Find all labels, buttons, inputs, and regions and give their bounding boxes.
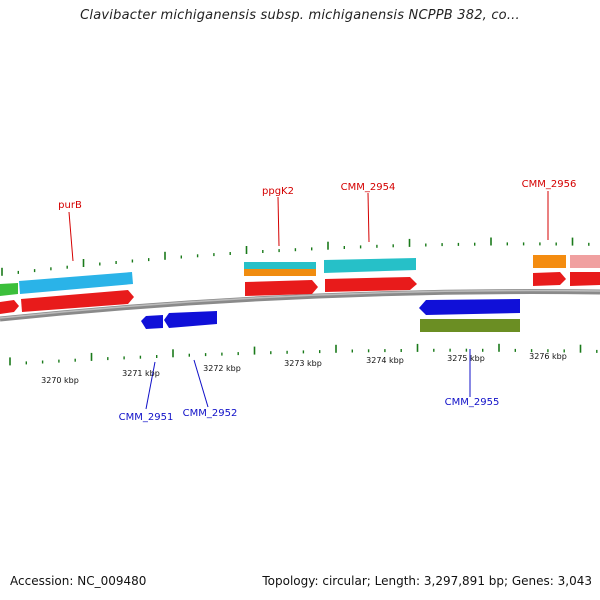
label-CMM-2955[interactable]: CMM_2955 — [445, 397, 500, 408]
ppgK2-connector — [277, 196, 280, 247]
gene-ppgK2-orange[interactable] — [244, 269, 316, 276]
gene-ppgK2-cyan[interactable] — [244, 262, 316, 269]
gene-CMM-2954-red[interactable] — [325, 277, 417, 292]
topology-summary: Topology: circular; Length: 3,297,891 bp… — [262, 574, 592, 588]
label-CMM-2952[interactable]: CMM_2952 — [183, 408, 238, 419]
label-CMM-2951[interactable]: CMM_2951 — [119, 412, 174, 423]
outer-ticks — [1, 237, 590, 276]
gene-CMM-2956-red[interactable] — [533, 272, 566, 286]
gene-purB-cyan[interactable] — [19, 272, 133, 294]
scale-label: 3271 kbp — [122, 369, 160, 378]
gene-ppgK2-red[interactable] — [245, 280, 318, 296]
CMM-2952-connector — [193, 359, 209, 408]
label-purB[interactable]: purB — [58, 200, 82, 211]
gene-red-right-partial[interactable] — [570, 272, 600, 286]
CMM-2951-connector — [145, 361, 156, 410]
gene-pink-partial[interactable] — [570, 255, 600, 268]
accession-text: Accession: NC_009480 — [10, 574, 147, 588]
genome-backbone — [0, 289, 600, 322]
gene-CMM-2954-cyan[interactable] — [324, 258, 416, 273]
scale-label: 3270 kbp — [41, 376, 79, 385]
gene-green-partial[interactable] — [0, 283, 18, 296]
gene-red-partial[interactable] — [0, 300, 19, 314]
scale-label: 3275 kbp — [447, 354, 485, 363]
label-CMM-2954[interactable]: CMM_2954 — [341, 182, 396, 193]
inner-ticks — [9, 343, 598, 366]
scale-label: 3276 kbp — [529, 352, 567, 361]
scale-label: 3274 kbp — [366, 356, 404, 365]
gene-CMM-2956-orange[interactable] — [533, 255, 566, 268]
label-CMM-2956[interactable]: CMM_2956 — [522, 179, 577, 190]
gene-CMM-2955-olive[interactable] — [420, 319, 520, 332]
CMM-2954-connector — [367, 192, 370, 243]
gene-CMM-2952[interactable] — [164, 311, 217, 328]
gene-CMM-2951[interactable] — [141, 315, 163, 329]
label-ppgK2[interactable]: ppgK2 — [262, 186, 294, 197]
purB-connector — [68, 211, 74, 262]
gene-purB-red[interactable] — [21, 290, 134, 312]
scale-label: 3273 kbp — [284, 359, 322, 368]
genome-backbone-highlight — [0, 289, 600, 319]
gene-CMM-2955-blue[interactable] — [419, 299, 520, 315]
scale-label: 3272 kbp — [203, 364, 241, 373]
genome-title: Clavibacter michiganensis subsp. michiga… — [80, 8, 520, 23]
